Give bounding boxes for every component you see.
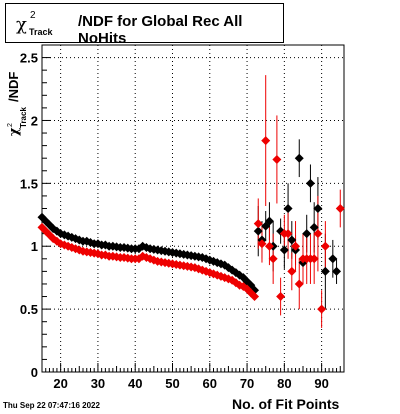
y-tick-label: 2.5 — [20, 51, 38, 66]
black-series-point — [287, 235, 297, 245]
black-series-point — [328, 254, 338, 264]
y-axis-label: χ 2 Track /NDF — [6, 72, 28, 136]
red-series-point — [320, 241, 330, 251]
red-series-point — [335, 204, 345, 213]
red-series-point — [276, 292, 286, 302]
grid-lines — [42, 45, 344, 372]
axis-ticks — [41, 57, 345, 373]
red-series-point — [261, 136, 271, 146]
red-series-point — [317, 304, 327, 314]
red-series-point — [272, 154, 282, 164]
red-series-point — [264, 241, 274, 251]
footer-date: Thu Sep 22 07:47:16 2022 — [3, 401, 100, 410]
black-series-point — [283, 204, 293, 213]
red-series-point — [291, 241, 301, 251]
black-series-point — [332, 266, 342, 276]
y-axis-label-suffix: /NDF — [6, 72, 21, 102]
y-tick-label: 1 — [31, 239, 38, 254]
black-series-point — [313, 204, 323, 213]
x-tick-label: 90 — [314, 376, 328, 391]
black-series-point — [302, 229, 312, 239]
red-series-point — [250, 292, 260, 302]
x-tick-label: 40 — [128, 376, 142, 391]
red-series-point — [257, 239, 267, 249]
error-bars — [257, 75, 341, 328]
y-tick-label: 1.5 — [20, 176, 38, 191]
black-series-point — [305, 178, 315, 188]
red-series-point — [309, 254, 319, 264]
title-chi-symbol: χ — [16, 14, 27, 35]
black-series-point — [294, 153, 304, 163]
axis-tick-labels: 20 30 40 50 60 70 80 90 0 0.5 1 1.5 2 2.5 — [20, 51, 329, 391]
x-tick-label: 50 — [165, 376, 179, 391]
red-series-point — [294, 279, 304, 289]
red-series-point — [253, 219, 263, 229]
x-tick-label: 70 — [240, 376, 254, 391]
title-box: χ 2 Track /NDF for Global Rec All NoHits — [5, 3, 284, 47]
x-tick-label: 20 — [53, 376, 67, 391]
y-tick-label: 0 — [31, 365, 38, 380]
y-axis-label-subscript: Track — [19, 107, 28, 128]
red-series-point — [134, 254, 144, 264]
data-markers — [37, 136, 345, 314]
red-series-point — [283, 229, 293, 239]
y-tick-label: 2 — [31, 113, 38, 128]
black-series-point — [309, 222, 319, 232]
black-series-point — [253, 226, 263, 236]
x-tick-label: 30 — [91, 376, 105, 391]
black-series-point — [279, 245, 289, 255]
x-axis-label: No. of Fit Points — [232, 396, 340, 412]
red-series-point — [287, 266, 297, 276]
title-superscript: 2 — [30, 10, 36, 21]
title-subscript: Track — [29, 27, 53, 37]
y-axis-label-symbol: χ — [7, 127, 22, 136]
y-axis-label-superscript: 2 — [7, 123, 14, 127]
red-series-point — [268, 254, 278, 264]
red-series-point — [313, 229, 323, 239]
black-series-point — [264, 216, 274, 226]
y-tick-label: 0.5 — [20, 302, 38, 317]
chart-title: /NDF for Global Rec All NoHits — [78, 13, 243, 47]
x-tick-label: 80 — [277, 376, 291, 391]
plot-frame — [41, 44, 345, 373]
x-tick-label: 60 — [203, 376, 217, 391]
black-series-point — [320, 266, 330, 276]
